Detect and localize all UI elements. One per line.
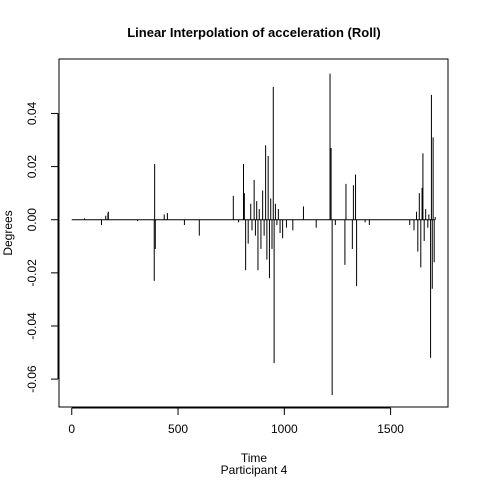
y-tick-label: 0.04 xyxy=(25,101,39,125)
y-tick-label: 0.00 xyxy=(25,208,39,232)
plot-frame xyxy=(58,58,449,408)
y-axis: -0.06 -0.04 -0.02 0.00 0.02 0.04 xyxy=(25,101,59,393)
x-axis-label: Time xyxy=(241,451,268,465)
y-tick-label: 0.02 xyxy=(25,155,39,179)
x-tick-label: 1000 xyxy=(271,422,298,436)
participant-label: Participant 4 xyxy=(221,463,288,477)
y-tick-label: -0.06 xyxy=(25,365,39,393)
y-axis-label: Degrees xyxy=(1,210,15,255)
y-tick-label: -0.02 xyxy=(25,259,39,287)
x-tick-label: 0 xyxy=(68,422,75,436)
x-tick-label: 500 xyxy=(168,422,188,436)
x-axis: 0 500 1000 1500 xyxy=(68,407,404,436)
chart-title: Linear Interpolation of acceleration (Ro… xyxy=(127,25,381,40)
y-tick-label: -0.04 xyxy=(25,312,39,340)
spike-series xyxy=(71,73,436,396)
x-tick-label: 1500 xyxy=(377,422,404,436)
